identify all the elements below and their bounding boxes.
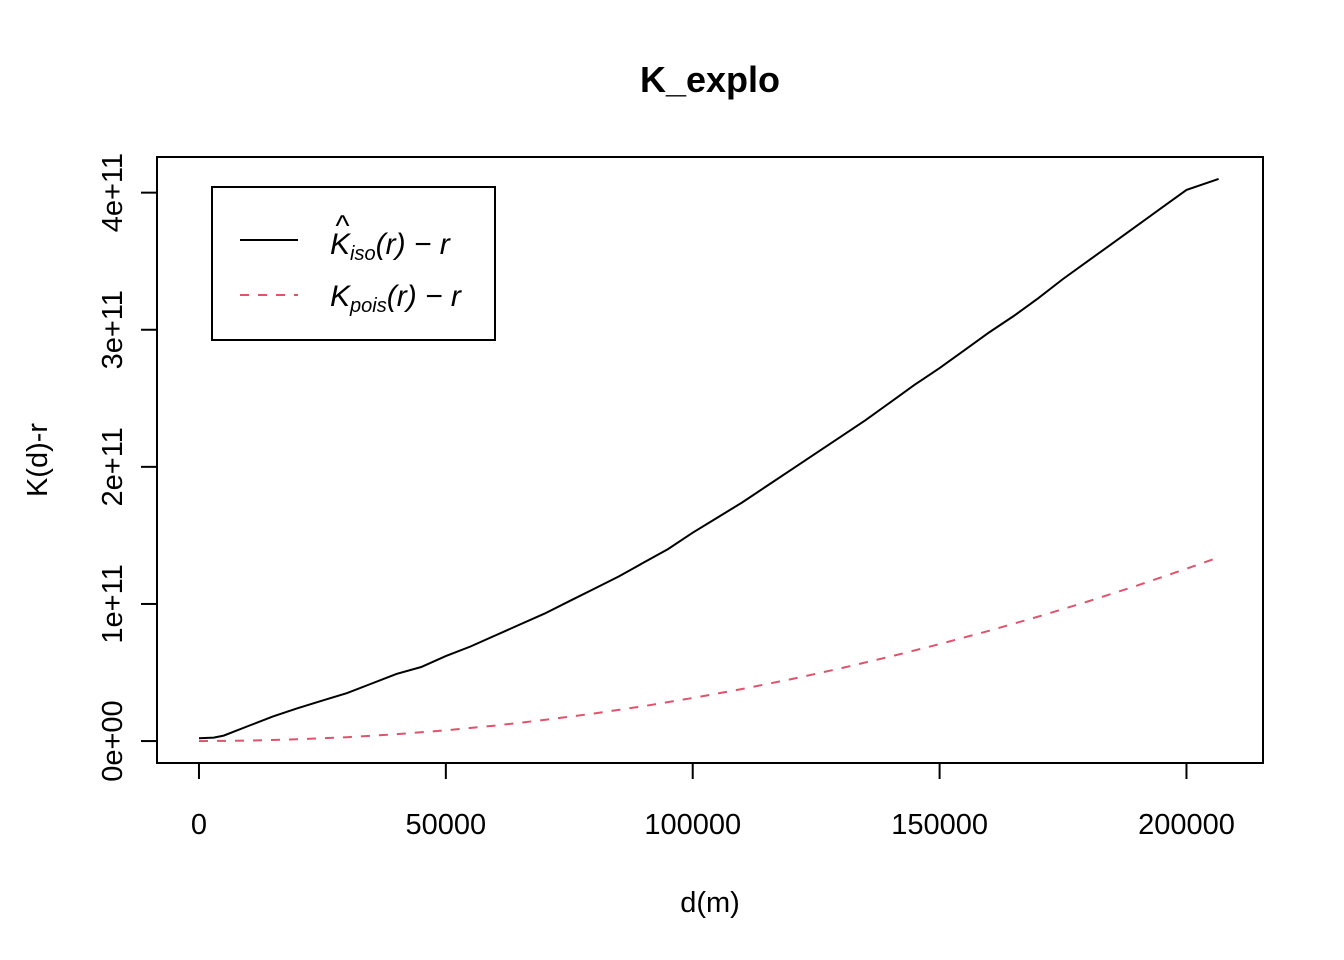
chart-title: K_explo <box>640 59 780 100</box>
legend-label-pois: Kpois(r) − r <box>330 280 462 317</box>
y-tick-label: 1e+11 <box>97 564 129 643</box>
legend-label-pois-sub: pois <box>349 295 387 317</box>
legend-label-iso-sub: iso <box>350 243 376 265</box>
y-tick-label: 4e+11 <box>97 153 129 232</box>
x-tick-label: 50000 <box>406 809 487 841</box>
x-tick-label: 150000 <box>891 809 988 841</box>
legend-label-iso: Kiso(r) − r <box>330 228 451 265</box>
y-tick-label: 0e+00 <box>97 700 129 781</box>
x-tick-label: 0 <box>191 809 207 841</box>
y-tick-label: 3e+11 <box>97 290 129 369</box>
legend-label-iso-base: K <box>330 228 352 261</box>
y-axis-label: K(d)-r <box>22 423 54 497</box>
legend-hat-iso: ^ <box>335 210 350 243</box>
x-axis: 0 50000 100000 150000 200000 <box>191 762 1235 841</box>
x-tick-label: 100000 <box>644 809 741 841</box>
legend-box <box>211 186 496 341</box>
y-axis: 0e+00 1e+11 2e+11 3e+11 4e+11 <box>97 153 158 782</box>
legend: ^ Kiso(r) − r Kpois(r) − r <box>211 186 496 341</box>
series-line-1 <box>198 556 1219 743</box>
legend-label-pois-base: K <box>330 280 352 313</box>
y-tick-label: 2e+11 <box>97 427 129 506</box>
x-axis-label: d(m) <box>680 887 740 919</box>
legend-label-pois-rest: (r) − r <box>387 280 462 313</box>
series-line-0 <box>198 177 1219 740</box>
series-layer <box>198 177 1219 743</box>
x-tick-label: 200000 <box>1138 809 1235 841</box>
legend-label-iso-rest: (r) − r <box>376 228 451 261</box>
